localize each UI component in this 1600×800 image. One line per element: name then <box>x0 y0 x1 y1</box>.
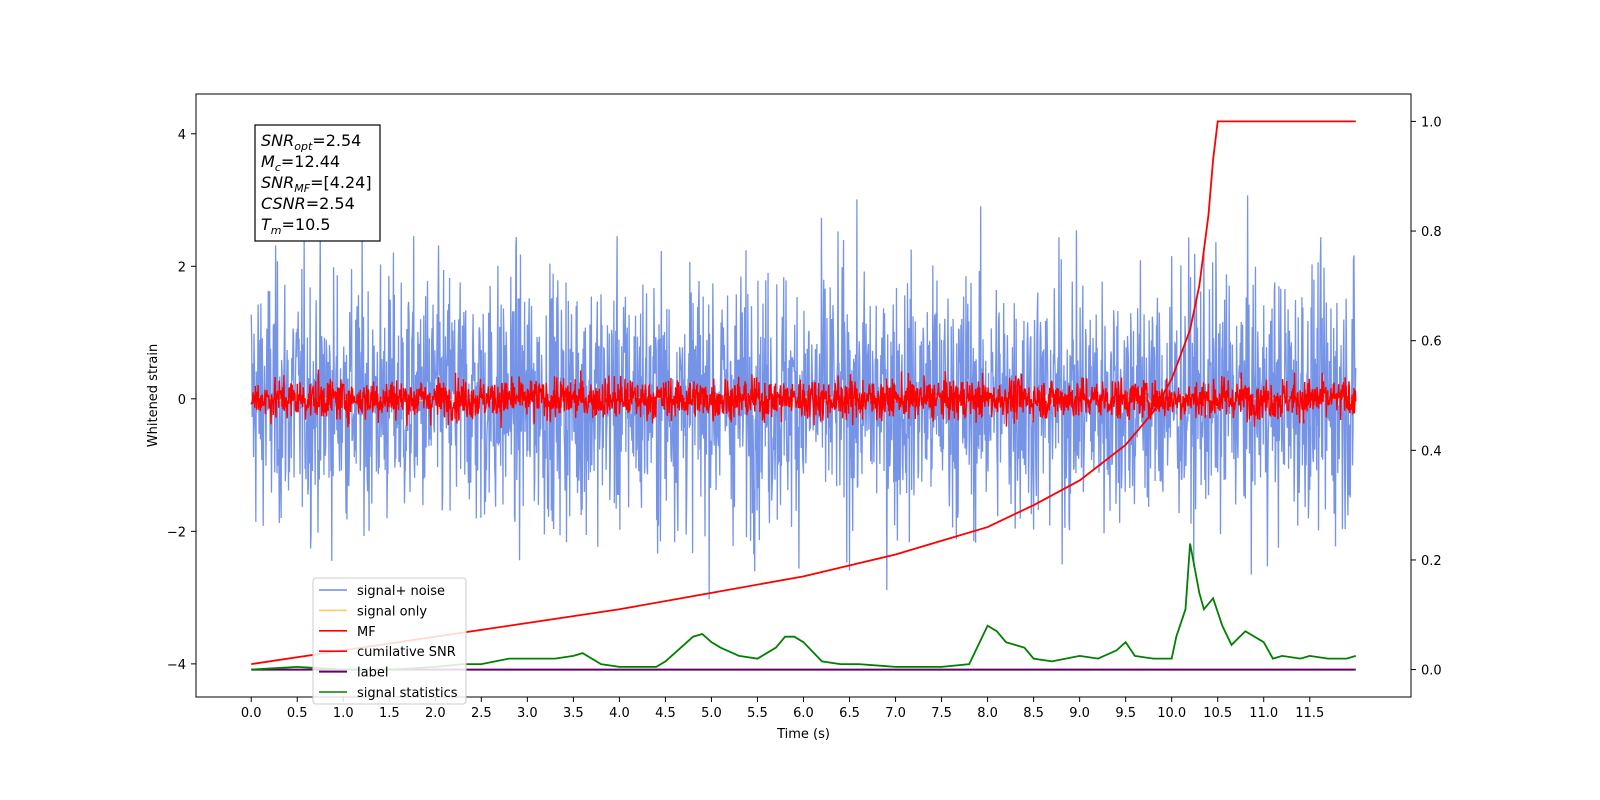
series-signal-plus-noise <box>250 195 1357 600</box>
y2-tick-label: 0.8 <box>1421 225 1442 240</box>
series-mf <box>250 369 1357 429</box>
x-axis: 0.0 0.5 1.0 1.5 2.0 2.5 3.0 3.5 4.0 4.5 5.0 5.5 6.0 6… <box>241 697 1324 721</box>
x-tick-label: 10.5 <box>1203 706 1232 721</box>
x-tick-label: 2.0 <box>425 706 446 721</box>
y2-tick-label: 0.2 <box>1421 554 1442 569</box>
annotation-line: Mc=12.44 <box>261 152 340 174</box>
series-cumulative-snr <box>251 120 1356 666</box>
x-tick-label: 1.5 <box>379 706 400 721</box>
y-tick-label: 2 <box>178 260 186 275</box>
x-tick-label: 11.5 <box>1295 706 1324 721</box>
x-tick-label: 8.0 <box>977 706 998 721</box>
x-tick-label: 0.5 <box>287 706 308 721</box>
legend-entry-label: signal statistics <box>357 686 458 701</box>
x-tick-label: 9.5 <box>1115 706 1136 721</box>
y-axis-title: Whitened strain <box>146 344 161 447</box>
x-tick-label: 7.5 <box>931 706 952 721</box>
y2-tick-label: 0.4 <box>1421 444 1442 459</box>
y-tick-label: −2 <box>167 525 186 540</box>
x-tick-label: 4.0 <box>609 706 630 721</box>
x-tick-label: 8.5 <box>1023 706 1044 721</box>
annotation-line: CSNR=2.54 <box>261 194 355 213</box>
x-tick-label: 6.5 <box>839 706 860 721</box>
x-tick-label: 10.0 <box>1157 706 1186 721</box>
legend-entry-label: signal only <box>357 604 427 619</box>
x-tick-label: 5.5 <box>747 706 768 721</box>
annotation-box-frame <box>254 124 381 242</box>
annotation-line: Tm=10.5 <box>261 215 331 237</box>
y2-tick-label: 0.0 <box>1421 664 1442 679</box>
y2-tick-label: 0.6 <box>1421 335 1442 350</box>
x-tick-label: 2.5 <box>471 706 492 721</box>
parameter-annotation-box: SNRopt=2.54Mc=12.44SNRMF=[4.24]CSNR=2.54… <box>254 124 381 242</box>
x-tick-label: 3.0 <box>517 706 538 721</box>
x-tick-label: 5.0 <box>701 706 722 721</box>
y2-tick-label: 1.0 <box>1421 115 1442 130</box>
legend-entry-label: label <box>357 666 388 681</box>
x-axis-title: Time (s) <box>776 727 830 742</box>
x-tick-label: 9.0 <box>1069 706 1090 721</box>
x-tick-label: 3.5 <box>563 706 584 721</box>
x-tick-label: 4.5 <box>655 706 676 721</box>
legend-entry-label: signal+ noise <box>357 584 445 599</box>
y-tick-label: −4 <box>167 658 186 673</box>
legend: signal+ noise signal only MF cumilative SNR… <box>312 577 467 705</box>
x-tick-label: 1.0 <box>333 706 354 721</box>
legend-frame <box>312 577 467 705</box>
legend-entry-label: cumilative SNR <box>357 645 456 660</box>
annotation-line: SNRMF=[4.24] <box>261 173 372 195</box>
x-tick-label: 7.0 <box>885 706 906 721</box>
y-tick-label: 4 <box>178 128 186 143</box>
legend-entry-label: MF <box>357 625 376 640</box>
series-signal-statistics <box>251 543 1357 671</box>
y-axis-left: −4 −2 0 2 4 <box>167 128 196 673</box>
annotation-line: SNRopt=2.54 <box>261 131 361 153</box>
y-axis-right: 0.0 0.2 0.4 0.6 0.8 1.0 <box>1411 115 1442 679</box>
x-tick-label: 11.0 <box>1249 706 1278 721</box>
y-tick-label: 0 <box>178 393 186 408</box>
x-tick-label: 6.0 <box>793 706 814 721</box>
x-tick-label: 0.0 <box>241 706 262 721</box>
